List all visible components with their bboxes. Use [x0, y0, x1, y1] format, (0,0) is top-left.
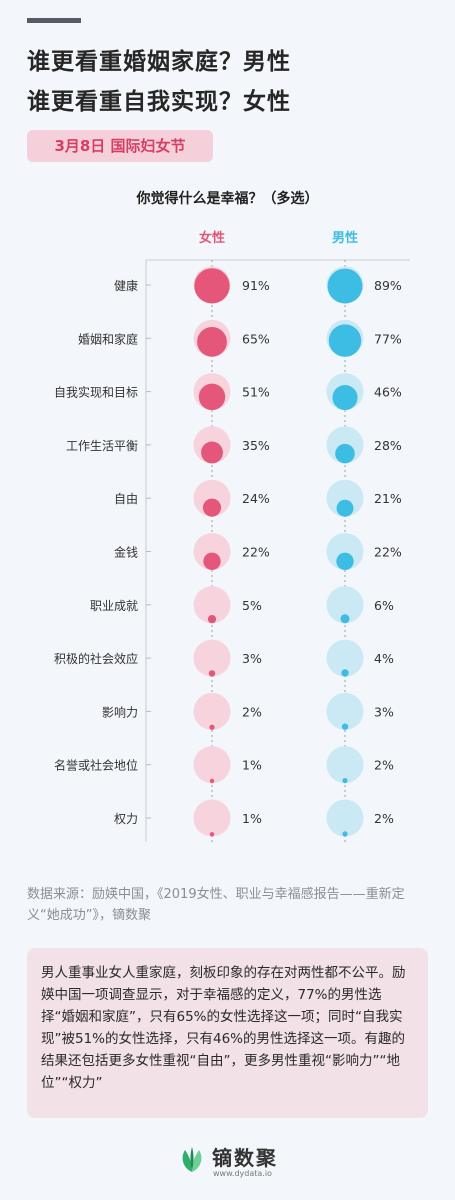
bubble-female — [202, 498, 222, 517]
bubble-female — [197, 326, 227, 357]
brand-leaf-icon — [182, 1147, 202, 1172]
value-label: 89% — [374, 278, 402, 293]
value-label: 77% — [374, 331, 402, 346]
value-label: 22% — [374, 545, 402, 560]
bubble-male — [327, 268, 363, 304]
page-title-line-2: 谁更看重自我实现？女性 — [27, 89, 291, 115]
value-label: 22% — [242, 545, 270, 560]
value-label: 46% — [374, 385, 402, 400]
bubble-female — [207, 615, 217, 624]
bubble-male — [341, 723, 349, 730]
value-label: 91% — [242, 278, 270, 293]
column-header-male: 男性 — [332, 230, 358, 246]
page-title-line-1: 谁更看重婚姻家庭？男性 — [27, 49, 291, 75]
bubble-female — [198, 383, 226, 411]
category-label: 职业成就 — [90, 599, 138, 613]
bubble-bg — [193, 799, 231, 837]
bubble-male — [341, 669, 349, 677]
value-label: 4% — [374, 651, 394, 666]
chart-title: 你觉得什么是幸福？（多选） — [136, 191, 319, 207]
value-label: 3% — [242, 651, 262, 666]
category-label: 影响力 — [102, 704, 138, 719]
category-label: 婚姻和家庭 — [78, 331, 138, 346]
bubble-female — [201, 441, 223, 464]
bubble-male — [335, 443, 355, 464]
value-label: 1% — [242, 811, 262, 826]
bubble-male — [336, 499, 354, 517]
bubble-bg — [193, 639, 231, 677]
brand-name: 镝数聚 — [212, 1146, 278, 1170]
bubble-female — [208, 670, 216, 677]
value-label: 21% — [374, 491, 402, 506]
bubble-bg — [193, 692, 231, 730]
brand-url: www.dydata.io — [213, 1169, 272, 1178]
bubble-female — [209, 724, 215, 730]
value-label: 28% — [374, 438, 402, 453]
bubble-female — [203, 552, 221, 570]
category-label: 工作生活平衡 — [66, 439, 138, 453]
bubble-bg — [326, 479, 364, 517]
value-label: 2% — [242, 704, 262, 719]
value-label: 2% — [374, 758, 394, 773]
bubble-bg — [326, 533, 364, 570]
category-label: 金钱 — [114, 545, 138, 560]
bubble-male — [340, 614, 350, 624]
value-label: 24% — [242, 491, 270, 506]
bubble-bg — [326, 746, 364, 784]
date-tag: 3月8日 国际妇女节 — [27, 130, 213, 162]
bubble-female — [194, 268, 230, 304]
value-label: 3% — [374, 704, 394, 719]
bubble-bg — [326, 586, 364, 624]
column-header-female: 女性 — [199, 230, 225, 246]
bubble-bg — [326, 692, 364, 730]
bubble-male — [336, 552, 354, 570]
data-source: 数据来源：励媖中国，《2019女性、职业与幸福感报告——重新定义“她成功”》，镝… — [27, 887, 405, 923]
value-label: 65% — [242, 331, 270, 346]
bubble-bg — [193, 746, 231, 784]
category-label: 权力 — [114, 812, 138, 826]
bubble-male — [342, 777, 348, 784]
bubble-bg — [193, 533, 231, 570]
summary-box: 男人重事业女人重家庭，刻板印象的存在对两性都不公平。励媖中国一项调查显示，对于幸… — [27, 948, 428, 1118]
summary-text: 男人重事业女人重家庭，刻板印象的存在对两性都不公平。励媖中国一项调查显示，对于幸… — [41, 965, 406, 1091]
bubble-bg — [193, 479, 231, 517]
bubble-male — [328, 324, 362, 357]
top-accent-bar — [27, 18, 81, 23]
bubble-bg — [193, 586, 231, 624]
footer-brand: 镝数聚 www.dydata.io — [0, 1140, 455, 1180]
bubble-male — [332, 385, 358, 411]
value-label: 6% — [374, 598, 394, 613]
value-label: 5% — [242, 598, 262, 613]
value-label: 35% — [242, 438, 270, 453]
bubble-female — [209, 778, 215, 784]
category-label: 健康 — [114, 278, 138, 293]
value-label: 1% — [242, 758, 262, 773]
bubble-bg — [326, 639, 364, 677]
category-label: 自由 — [114, 492, 138, 506]
bubble-bg — [326, 799, 364, 837]
bubble-male — [342, 831, 348, 837]
category-label: 自我实现和目标 — [54, 385, 138, 400]
value-label: 2% — [374, 811, 394, 826]
bubble-female — [209, 832, 215, 837]
category-label: 积极的社会效应 — [54, 651, 138, 666]
category-label: 名誉或社会地位 — [54, 758, 138, 773]
value-label: 51% — [242, 385, 270, 400]
